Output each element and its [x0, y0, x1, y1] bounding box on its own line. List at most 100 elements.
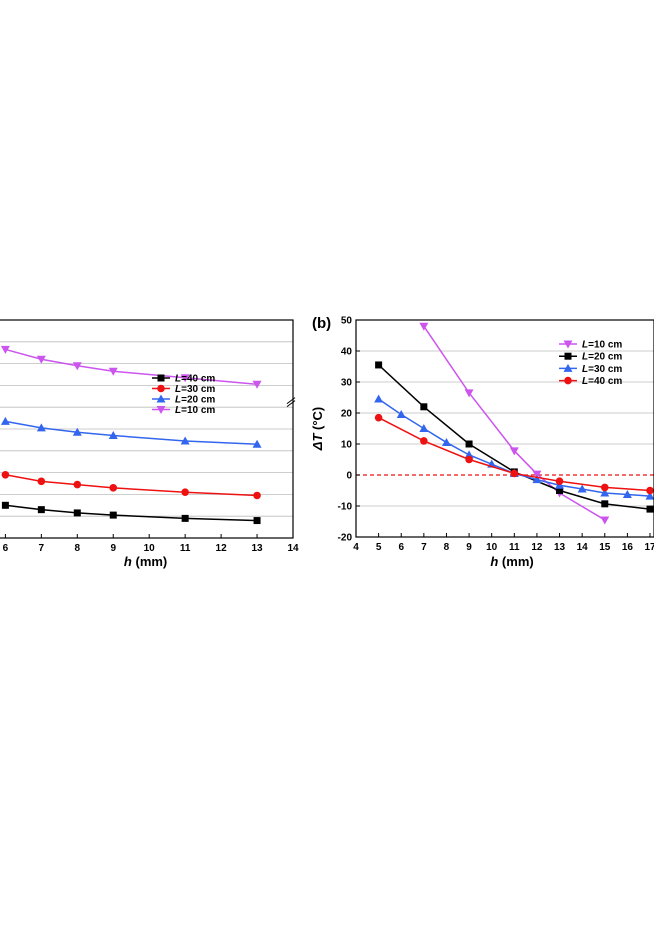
data-point [510, 469, 519, 478]
x-tick-label: 11 [180, 543, 191, 554]
data-point [420, 403, 428, 411]
panel-b-y-axis-var: ΔT [310, 433, 325, 452]
data-point [600, 516, 610, 525]
legend-entry-rest: =10 cm [181, 405, 215, 416]
legend-entry-rest: =40 cm [588, 376, 622, 387]
data-point [181, 488, 189, 497]
data-point [252, 439, 262, 448]
legend-entry-label: L=10 cm [582, 340, 622, 351]
series-line [5, 474, 258, 497]
panel-a-x-axis-var: h [124, 554, 132, 569]
legend-entry-rest: =20 cm [588, 352, 622, 363]
x-tick-label: 11 [509, 542, 520, 553]
panel-a: 6 7 8 9 10 11 12 13 14 h (mm) L=40 cmL=30 cmL=20… [0, 319, 299, 569]
data-point [441, 437, 451, 446]
series-line [423, 325, 606, 521]
legend-entry-var: L [582, 376, 588, 387]
panel-a-frame [0, 319, 294, 539]
x-tick-label: 7 [39, 543, 45, 554]
legend-entry-rest: =10 cm [588, 340, 622, 351]
legend-entry-label: L=40 cm [175, 374, 215, 385]
data-point [180, 436, 190, 445]
legend-marker [564, 376, 572, 385]
legend-marker [564, 352, 572, 360]
data-point [1, 501, 9, 509]
data-point [532, 475, 542, 484]
data-point [0, 345, 10, 354]
data-point [73, 480, 82, 489]
x-tick-label: 13 [251, 543, 263, 554]
panel-b-legend: L=10 cmL=20 cmL=30 cmL=40 cm [559, 340, 622, 387]
data-point [555, 477, 564, 486]
data-point [374, 413, 383, 422]
data-point [465, 455, 473, 464]
data-point [532, 470, 542, 479]
data-point [465, 440, 473, 448]
series-line [5, 348, 258, 386]
y-tick-label: 10 [341, 440, 353, 451]
legend-entry-var: L [582, 340, 588, 351]
break-mark [286, 397, 296, 405]
legend-entry-rest: =20 cm [181, 395, 215, 406]
data-point [419, 322, 429, 331]
y-tick-label: -20 [338, 533, 353, 544]
data-point [253, 517, 261, 525]
x-tick-label: 7 [421, 542, 427, 553]
panel-b-x-axis-label: h (mm) [490, 554, 533, 569]
panel-a-series [0, 345, 262, 525]
legend-marker [156, 406, 166, 414]
y-tick-label: 40 [341, 347, 353, 358]
legend-entry-label: L=30 cm [175, 384, 215, 395]
panel-a-x-axis-label: h (mm) [124, 554, 167, 569]
legend-entry-var: L [175, 384, 181, 395]
panel-b-frame [355, 319, 654, 538]
data-point [72, 362, 82, 371]
y-tick-label: 0 [346, 471, 352, 482]
x-tick-label: 15 [599, 542, 611, 553]
data-point [600, 488, 610, 497]
data-point [252, 380, 262, 389]
data-point [556, 487, 564, 494]
legend-entry-var: L [175, 395, 181, 406]
x-tick-label: 8 [444, 542, 450, 553]
x-tick-label: 14 [287, 543, 299, 554]
data-point [601, 500, 609, 508]
data-point [577, 484, 587, 493]
data-point [396, 410, 406, 419]
legend-entry-var: L [175, 374, 181, 385]
data-point [73, 509, 81, 517]
panel-a-x-ticks: 6 7 8 9 10 11 12 13 14 [3, 534, 299, 554]
y-tick-label: 20 [341, 409, 353, 420]
legend-marker [157, 374, 165, 382]
panel-b-series [374, 322, 654, 525]
x-tick-label: 10 [486, 542, 498, 553]
data-point [420, 437, 428, 445]
data-point [37, 477, 46, 486]
data-point [109, 511, 117, 519]
data-point [419, 424, 429, 432]
break-mark [286, 400, 296, 408]
legend-marker [156, 394, 166, 403]
legend-entry-var: L [582, 352, 588, 363]
x-tick-label: 9 [110, 543, 116, 554]
data-point [375, 361, 383, 369]
data-point [181, 514, 189, 522]
data-point [646, 486, 654, 495]
data-point [622, 490, 632, 499]
data-point [464, 450, 474, 459]
x-tick-label: 10 [144, 543, 156, 554]
legend-entry-label: L=10 cm [175, 405, 215, 416]
data-point [509, 447, 519, 456]
legend-entry-label: L=30 cm [582, 364, 622, 375]
y-tick-label: 50 [341, 316, 353, 327]
x-tick-label: 9 [466, 542, 472, 553]
legend-marker [157, 384, 165, 393]
y-tick-label: 30 [341, 378, 353, 389]
data-point [464, 389, 474, 398]
data-point [109, 484, 118, 492]
x-tick-label: 8 [75, 543, 81, 554]
panel-b-x-ticks: 4 5 6 7 8 9 10 11 12 13 14 15 16 17 [353, 533, 654, 553]
x-tick-label: 12 [216, 543, 228, 554]
x-tick-label: 6 [398, 542, 404, 553]
